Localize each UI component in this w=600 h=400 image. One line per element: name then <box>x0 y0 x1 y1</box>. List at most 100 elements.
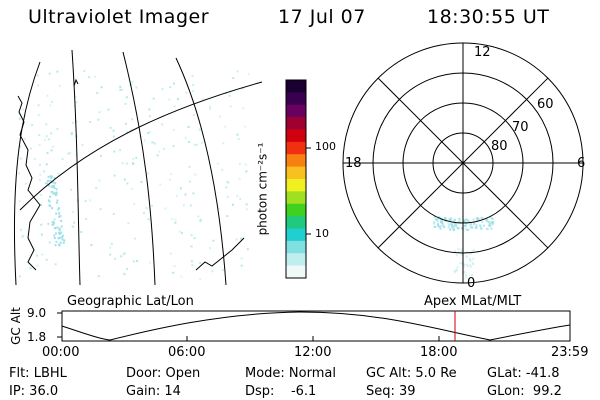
emission-speckle <box>174 221 177 224</box>
emission-speckle <box>456 266 459 269</box>
emission-speckle <box>466 228 469 231</box>
colorbar-tick-100: 100 <box>315 140 336 153</box>
emission-speckle <box>244 125 247 128</box>
emission-speckle <box>434 218 437 221</box>
emission-speckle <box>452 229 455 232</box>
emission-speckle <box>454 222 457 225</box>
emission-speckle <box>119 149 122 152</box>
emission-speckle <box>481 220 484 223</box>
emission-speckle <box>238 178 241 181</box>
emission-speckle <box>236 195 239 198</box>
emission-speckle <box>244 163 247 166</box>
colorbar-swatch <box>286 129 306 143</box>
emission-speckle <box>149 261 152 264</box>
emission-speckle <box>135 86 138 89</box>
colorbar-swatch <box>286 166 306 180</box>
emission-speckle <box>58 233 61 236</box>
emission-speckle <box>130 128 133 131</box>
emission-speckle <box>59 236 62 239</box>
emission-speckle <box>172 128 175 131</box>
emission-speckle <box>40 223 43 226</box>
emission-speckle <box>70 133 73 136</box>
emission-speckle <box>132 158 135 161</box>
emission-speckle <box>59 241 62 244</box>
emission-speckle <box>123 178 126 181</box>
emission-speckle <box>99 208 102 211</box>
emission-speckle <box>171 217 174 220</box>
emission-speckle <box>237 138 240 141</box>
emission-speckle <box>478 218 481 221</box>
emission-speckle <box>192 84 195 87</box>
emission-speckle <box>438 216 441 219</box>
emission-speckle <box>54 192 57 195</box>
emission-speckle <box>55 232 58 235</box>
emission-speckle <box>490 227 493 230</box>
emission-speckle <box>465 254 468 257</box>
emission-speckle <box>246 248 249 251</box>
emission-speckle <box>197 215 200 218</box>
emission-speckle <box>53 237 56 240</box>
emission-speckle <box>133 202 136 205</box>
emission-speckle <box>36 264 39 267</box>
emission-speckle <box>199 218 202 221</box>
emission-speckle <box>126 182 129 185</box>
emission-speckle <box>216 162 219 165</box>
emission-speckle <box>453 221 456 224</box>
emission-speckle <box>58 211 61 214</box>
emission-speckle <box>58 84 61 87</box>
emission-speckle <box>191 75 194 78</box>
emission-speckle <box>187 126 190 129</box>
emission-speckle <box>175 194 178 197</box>
emission-speckle <box>193 143 196 146</box>
emission-speckle <box>221 269 224 272</box>
emission-speckle <box>47 175 50 178</box>
emission-speckle <box>124 122 127 125</box>
emission-speckle <box>469 252 472 255</box>
emission-speckle <box>63 239 66 242</box>
emission-speckle <box>168 98 171 101</box>
emission-speckle <box>55 188 58 191</box>
emission-speckle <box>191 264 194 267</box>
emission-speckle <box>433 225 436 228</box>
emission-speckle <box>453 249 456 252</box>
emission-speckle <box>61 236 64 239</box>
emission-speckle <box>460 253 463 256</box>
emission-speckle <box>232 77 235 80</box>
emission-speckle <box>37 104 40 107</box>
emission-speckle <box>439 225 442 228</box>
colorbar-swatch <box>286 265 306 279</box>
emission-speckle <box>436 220 439 223</box>
emission-speckle <box>472 218 475 221</box>
emission-speckle <box>490 221 493 224</box>
emission-speckle <box>40 203 43 206</box>
emission-speckle <box>245 203 248 206</box>
emission-speckle <box>480 226 483 229</box>
emission-speckle <box>48 184 51 187</box>
emission-speckle <box>56 127 59 130</box>
emission-speckle <box>457 248 460 251</box>
emission-speckle <box>199 219 202 222</box>
emission-speckle <box>40 233 43 236</box>
emission-speckle <box>36 74 39 77</box>
emission-speckle <box>126 131 129 134</box>
emission-speckle <box>172 145 175 148</box>
emission-speckle <box>143 212 146 215</box>
emission-speckle <box>52 145 55 148</box>
emission-speckle <box>49 179 52 182</box>
emission-speckle <box>70 132 73 135</box>
emission-speckle <box>475 226 478 229</box>
emission-speckle <box>131 118 134 121</box>
emission-speckle <box>236 70 239 73</box>
colorbar-swatch <box>286 191 306 205</box>
emission-speckle <box>242 107 245 110</box>
emission-speckle <box>465 274 468 277</box>
emission-speckle <box>100 154 103 157</box>
emission-speckle <box>469 264 472 267</box>
emission-speckle <box>221 168 224 171</box>
coastline-west <box>17 95 41 271</box>
emission-speckle <box>148 131 151 134</box>
emission-speckle <box>130 187 133 190</box>
emission-speckle <box>134 237 137 240</box>
emission-speckle <box>464 225 467 228</box>
